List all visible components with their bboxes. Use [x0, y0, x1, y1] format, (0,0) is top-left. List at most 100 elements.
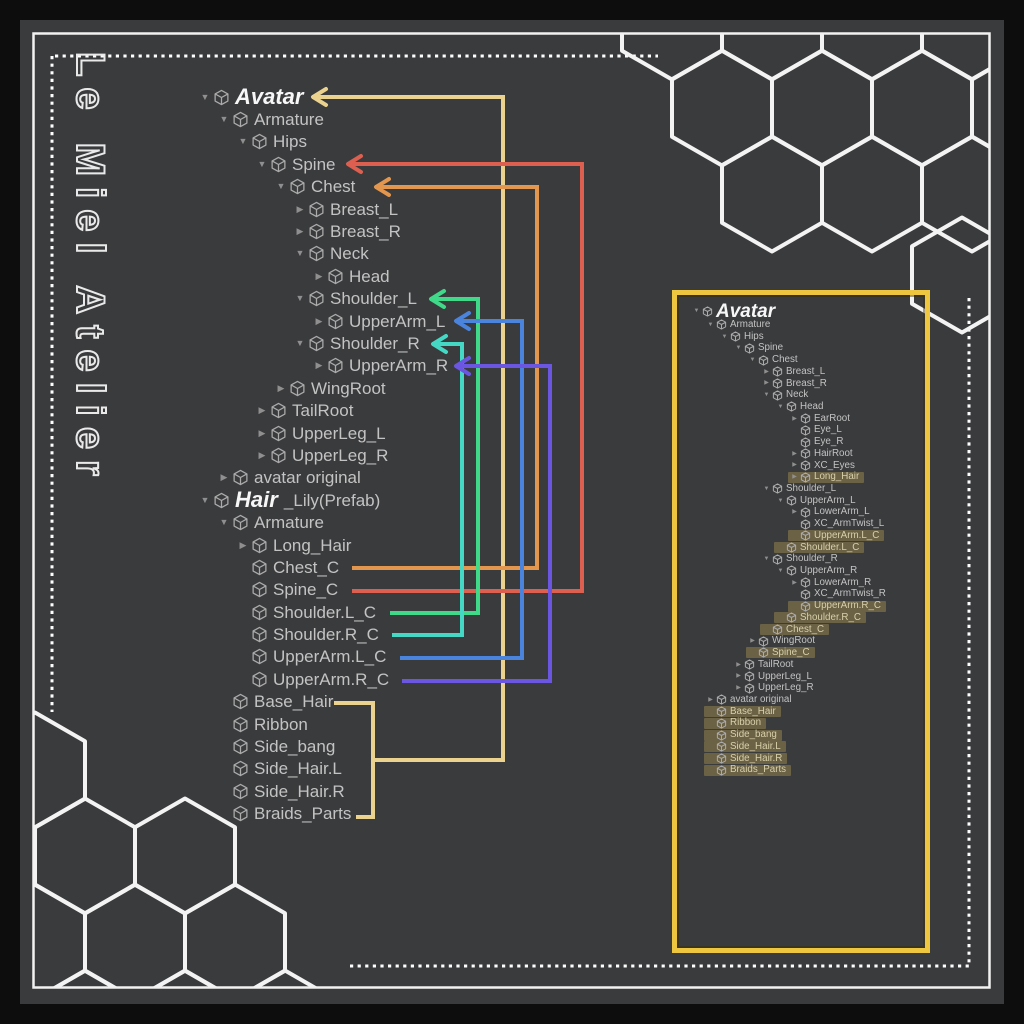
tree-item-Armature[interactable]: ▼ Armature: [688, 319, 886, 331]
disclosure-triangle-icon[interactable]: ▼: [763, 392, 770, 399]
tree-item-UpperLeg_L[interactable]: ▶ UpperLeg_L: [688, 671, 886, 683]
disclosure-triangle-icon[interactable]: ▶: [296, 203, 304, 214]
tree-item-Ribbon[interactable]: Ribbon: [688, 717, 886, 729]
disclosure-triangle-icon[interactable]: ▼: [295, 248, 305, 259]
tree-item-Chest_C[interactable]: Chest_C: [190, 556, 448, 578]
tree-item-Armature[interactable]: ▼ Armature: [190, 511, 448, 533]
disclosure-triangle-icon[interactable]: ▼: [735, 345, 742, 352]
tree-item-Chest[interactable]: ▼ Chest: [688, 354, 886, 366]
disclosure-triangle-icon[interactable]: ▶: [296, 226, 304, 237]
tree-item-_Lily-Prefab-[interactable]: ▼ Hair _Lily(Prefab): [190, 489, 448, 511]
tree-item-Shoulder_L[interactable]: ▼ Shoulder_L: [190, 288, 448, 310]
disclosure-triangle-icon[interactable]: ▼: [295, 337, 305, 348]
disclosure-triangle-icon[interactable]: ▼: [777, 497, 784, 504]
tree-item-WingRoot[interactable]: ▶ WingRoot: [688, 635, 886, 647]
disclosure-triangle-icon[interactable]: ▶: [792, 579, 797, 586]
tree-item-Long_Hair[interactable]: ▶ Long_Hair: [688, 471, 886, 483]
tree-item-avatar-original[interactable]: ▶ avatar original: [190, 467, 448, 489]
tree-item-UpperLeg_R[interactable]: ▶ UpperLeg_R: [190, 444, 448, 466]
disclosure-triangle-icon[interactable]: ▶: [220, 472, 228, 483]
tree-item-EarRoot[interactable]: ▶ EarRoot: [688, 413, 886, 425]
tree-item-Breast_L[interactable]: ▶ Breast_L: [688, 366, 886, 378]
tree-item-Armature[interactable]: ▼ Armature: [190, 108, 448, 130]
tree-item-Shoulder_R[interactable]: ▼ Shoulder_R: [688, 553, 886, 565]
tree-item-Spine_C[interactable]: Spine_C: [190, 579, 448, 601]
tree-item-LowerArm_L[interactable]: ▶ LowerArm_L: [688, 507, 886, 519]
disclosure-triangle-icon[interactable]: ▶: [239, 539, 247, 550]
tree-item-Side_Hair.R[interactable]: Side_Hair.R: [688, 752, 886, 765]
disclosure-triangle-icon[interactable]: ▶: [764, 380, 769, 387]
disclosure-triangle-icon[interactable]: ▶: [792, 450, 797, 457]
tree-item-Spine[interactable]: ▼ Spine: [190, 153, 448, 175]
disclosure-triangle-icon[interactable]: ▼: [276, 181, 286, 192]
disclosure-triangle-icon[interactable]: ▶: [258, 449, 266, 460]
tree-item-UpperLeg_R[interactable]: ▶ UpperLeg_R: [688, 682, 886, 694]
disclosure-triangle-icon[interactable]: ▼: [257, 158, 267, 169]
disclosure-triangle-icon[interactable]: ▼: [721, 333, 728, 340]
tree-item-Long_Hair[interactable]: ▶ Long_Hair: [190, 534, 448, 556]
tree-item-UpperArm.R_C[interactable]: UpperArm.R_C: [688, 600, 886, 612]
tree-item-TailRoot[interactable]: ▶ TailRoot: [688, 659, 886, 671]
tree-item-Side_Hair.L[interactable]: Side_Hair.L: [190, 758, 448, 780]
tree-item-Avatar[interactable]: ▼ Avatar: [688, 302, 886, 321]
tree-item-XC_ArmTwist_R[interactable]: XC_ArmTwist_R: [688, 589, 886, 601]
tree-item-Eye_R[interactable]: Eye_R: [688, 436, 886, 448]
tree-item-Side_bang[interactable]: Side_bang: [688, 729, 886, 741]
tree-item-Ribbon[interactable]: Ribbon: [190, 713, 448, 735]
tree-item-Shoulder_L[interactable]: ▼ Shoulder_L: [688, 483, 886, 495]
disclosure-triangle-icon[interactable]: ▶: [792, 509, 797, 516]
disclosure-triangle-icon[interactable]: ▼: [763, 485, 770, 492]
disclosure-triangle-icon[interactable]: ▼: [777, 403, 784, 410]
tree-item-Head[interactable]: ▶ Head: [190, 265, 448, 287]
tree-item-Shoulder_R[interactable]: ▼ Shoulder_R: [190, 332, 448, 354]
disclosure-triangle-icon[interactable]: ▶: [750, 638, 755, 645]
tree-item-HairRoot[interactable]: ▶ HairRoot: [688, 448, 886, 460]
disclosure-triangle-icon[interactable]: ▶: [792, 474, 797, 481]
disclosure-triangle-icon[interactable]: ▶: [277, 382, 285, 393]
tree-item-UpperLeg_L[interactable]: ▶ UpperLeg_L: [190, 422, 448, 444]
tree-item-Side_bang[interactable]: Side_bang: [190, 735, 448, 757]
disclosure-triangle-icon[interactable]: ▼: [295, 293, 305, 304]
tree-item-UpperArm.L_C[interactable]: UpperArm.L_C: [688, 530, 886, 542]
tree-item-Side_Hair.L[interactable]: Side_Hair.L: [688, 741, 886, 753]
tree-item-LowerArm_R[interactable]: ▶ LowerArm_R: [688, 577, 886, 589]
tree-item-Chest_C[interactable]: Chest_C: [688, 624, 886, 636]
tree-item-UpperArm_R[interactable]: ▶ UpperArm_R: [190, 355, 449, 377]
disclosure-triangle-icon[interactable]: ▶: [315, 315, 323, 326]
tree-item-Spine_C[interactable]: Spine_C: [688, 647, 886, 659]
disclosure-triangle-icon[interactable]: ▼: [238, 136, 248, 147]
tree-item-XC_ArmTwist_L[interactable]: XC_ArmTwist_L: [688, 518, 886, 530]
tree-item-Shoulder.L_C[interactable]: Shoulder.L_C: [688, 542, 886, 554]
tree-item-Avatar[interactable]: ▼ Avatar: [190, 86, 448, 108]
tree-item-UpperArm_R[interactable]: ▼ UpperArm_R: [688, 565, 886, 577]
disclosure-triangle-icon[interactable]: ▶: [315, 360, 323, 371]
tree-item-Breast_R[interactable]: ▶ Breast_R: [688, 378, 886, 390]
disclosure-triangle-icon[interactable]: ▼: [777, 567, 784, 574]
disclosure-triangle-icon[interactable]: ▶: [792, 462, 797, 469]
tree-item-Chest[interactable]: ▼ Chest: [190, 176, 448, 198]
tree-item-Side_Hair.R[interactable]: Side_Hair.R: [190, 780, 448, 802]
tree-item-Braids_Parts[interactable]: Braids_Parts: [688, 764, 886, 776]
tree-item-Hips[interactable]: ▼ Hips: [190, 131, 448, 153]
disclosure-triangle-icon[interactable]: ▶: [736, 661, 741, 668]
tree-item-Breast_L[interactable]: ▶ Breast_L: [190, 198, 448, 220]
disclosure-triangle-icon[interactable]: ▶: [736, 685, 741, 692]
disclosure-triangle-icon[interactable]: ▶: [258, 427, 266, 438]
tree-item-WingRoot[interactable]: ▶ WingRoot: [190, 377, 448, 399]
tree-item-Eye_L[interactable]: Eye_L: [688, 424, 886, 436]
tree-item-Spine[interactable]: ▼ Spine: [688, 342, 886, 354]
tree-item-UpperArm.R_C[interactable]: UpperArm.R_C: [190, 668, 448, 690]
disclosure-triangle-icon[interactable]: ▼: [749, 357, 756, 364]
tree-item-Shoulder.L_C[interactable]: Shoulder.L_C: [190, 601, 448, 623]
tree-item-Braids_Parts[interactable]: Braids_Parts: [190, 803, 448, 825]
tree-item-Breast_R[interactable]: ▶ Breast_R: [190, 220, 448, 242]
disclosure-triangle-icon[interactable]: ▶: [736, 673, 741, 680]
tree-item-Shoulder.R_C[interactable]: Shoulder.R_C: [190, 623, 448, 645]
disclosure-triangle-icon[interactable]: ▼: [219, 517, 229, 528]
tree-item-Neck[interactable]: ▼ Neck: [190, 243, 448, 265]
tree-item-Hips[interactable]: ▼ Hips: [688, 331, 886, 343]
disclosure-triangle-icon[interactable]: ▼: [200, 91, 210, 102]
tree-item-Shoulder.R_C[interactable]: Shoulder.R_C: [688, 612, 886, 624]
disclosure-triangle-icon[interactable]: ▶: [792, 415, 797, 422]
tree-item-Base_Hair[interactable]: Base_Hair: [190, 691, 448, 713]
